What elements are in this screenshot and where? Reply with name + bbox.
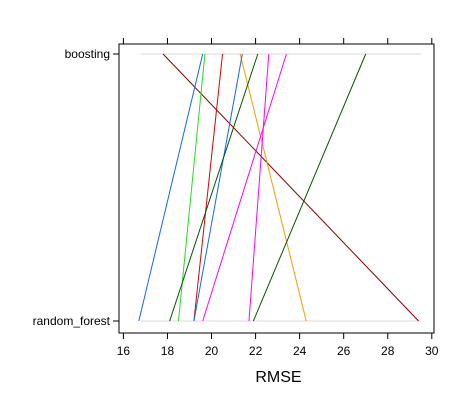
series-line-3 — [177, 53, 206, 322]
category-label-boosting: boosting — [65, 47, 110, 61]
x-tick-label: 22 — [249, 344, 263, 358]
series-line-8 — [248, 53, 270, 322]
x-tick-label: 18 — [161, 344, 175, 358]
series-lines — [138, 53, 419, 322]
tick-marks — [122, 38, 433, 339]
category-labels: boosting random_forest — [33, 47, 119, 328]
series-line-6 — [193, 53, 243, 322]
x-tick-label: 26 — [337, 344, 351, 358]
x-tick-label: 24 — [293, 344, 307, 358]
reference-lines — [141, 53, 421, 322]
x-tick-label: 20 — [205, 344, 219, 358]
category-label-random_forest: random_forest — [33, 314, 111, 328]
plot-frame — [118, 43, 435, 334]
series-line-9 — [202, 53, 287, 322]
x-tick-label: 30 — [425, 344, 439, 358]
series-line-1 — [162, 53, 419, 322]
x-tick-label: 28 — [381, 344, 395, 358]
x-tick-label: 16 — [117, 344, 131, 358]
series-line-10 — [252, 53, 367, 322]
series-line-2 — [138, 53, 204, 322]
series-line-5 — [239, 53, 307, 322]
series-line-4 — [193, 53, 224, 322]
x-tick-labels: 16 18 20 22 24 26 28 30 — [117, 344, 439, 358]
series-line-7 — [169, 53, 259, 322]
x-axis-label: RMSE — [255, 369, 301, 386]
